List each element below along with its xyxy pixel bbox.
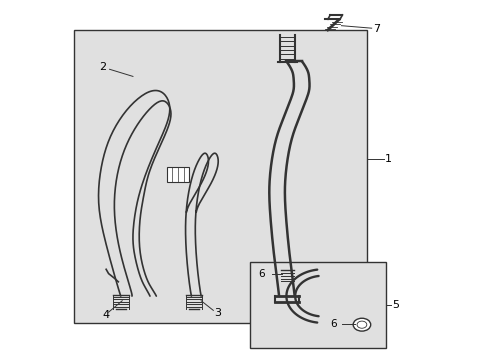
Text: 2: 2 [99, 63, 106, 72]
Circle shape [357, 321, 367, 328]
Text: 6: 6 [258, 269, 265, 279]
Bar [167, 167, 189, 182]
Text: 6: 6 [330, 319, 337, 329]
Text: 1: 1 [385, 154, 392, 163]
Text: 4: 4 [103, 310, 110, 320]
Bar [250, 262, 386, 348]
Text: 3: 3 [214, 308, 221, 318]
Bar [74, 30, 367, 323]
Circle shape [353, 318, 371, 331]
Text: 5: 5 [392, 300, 400, 310]
Text: 7: 7 [373, 24, 380, 34]
